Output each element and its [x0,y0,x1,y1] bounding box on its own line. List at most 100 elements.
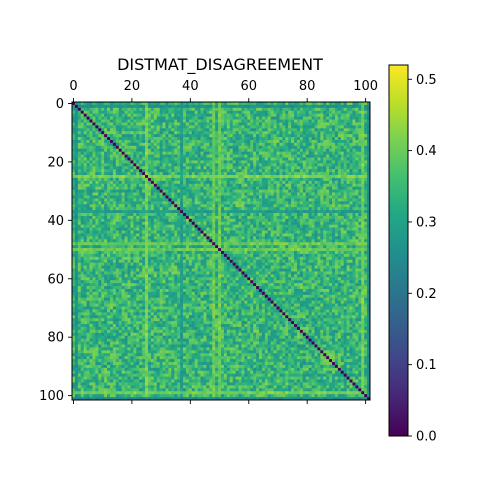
heatmap-cell [221,233,225,237]
heatmap-cell [329,157,333,161]
heatmap-cell [332,113,336,117]
heatmap-cell [247,122,251,126]
heatmap-cell [215,107,219,112]
heatmap-cell [270,160,274,164]
heatmap-cell [264,139,269,144]
heatmap-cell [326,204,330,208]
heatmap-cell [311,201,315,205]
heatmap-cell [273,195,277,199]
heatmap-cell [177,107,181,112]
heatmap-cell [107,233,111,237]
heatmap-cell [326,131,330,135]
heatmap-cell [261,215,266,220]
heatmap-cell [98,242,102,246]
heatmap-cell [203,160,207,164]
heatmap-cell [282,213,286,217]
heatmap-cell [349,218,353,223]
heatmap-cell [139,116,143,120]
heatmap-cell [267,210,272,214]
heatmap-cell [115,122,120,126]
heatmap-cell [156,201,160,205]
heatmap-cell [215,119,219,123]
heatmap-cell [145,145,149,150]
heatmap-cell [183,210,187,214]
heatmap-cell [107,125,111,129]
heatmap-cell [83,137,87,141]
heatmap-cell [147,239,152,243]
heatmap-cell [256,128,260,132]
heatmap-cell [194,166,198,170]
heatmap-cell [229,160,234,164]
heatmap-cell [142,218,146,223]
heatmap-cell [72,227,76,231]
heatmap-cell [121,122,125,126]
heatmap-cell [177,242,181,246]
heatmap-cell [153,137,158,141]
heatmap-cell [317,172,321,176]
heatmap-cell [74,236,79,240]
heatmap-cell [133,224,137,228]
heatmap-cell [139,151,143,155]
heatmap-cell [80,119,85,123]
heatmap-cell [147,148,152,153]
heatmap-cell [150,207,155,211]
heatmap-cell [145,119,149,123]
heatmap-cell [150,213,155,217]
heatmap-cell [253,163,257,167]
heatmap-cell [145,113,149,117]
heatmap-cell [247,125,251,129]
heatmap-cell [349,107,353,112]
heatmap-cell [346,142,350,147]
heatmap-cell [270,163,274,167]
heatmap-cell [279,157,283,161]
heatmap-cell [358,142,362,147]
heatmap-cell [361,116,365,120]
heatmap-cell [183,201,187,205]
heatmap-cell [98,119,102,123]
heatmap-cell [229,142,234,147]
heatmap-cell [337,137,342,141]
heatmap-cell [326,107,330,112]
heatmap-cell [270,157,274,161]
heatmap-cell [299,125,304,129]
heatmap-cell [299,172,304,176]
heatmap-cell [212,157,216,161]
heatmap-cell [115,192,120,196]
heatmap-cell [326,125,330,129]
heatmap-cell [127,204,131,208]
heatmap-cell [92,186,96,190]
heatmap-cell [238,189,242,193]
heatmap-cell [235,119,239,123]
heatmap-cell [188,230,193,234]
heatmap-cell [250,233,254,237]
heatmap-cell [352,186,356,190]
heatmap-cell [147,160,152,164]
heatmap-cell [74,102,79,106]
heatmap-cell [77,142,82,147]
heatmap-cell [156,134,160,138]
heatmap-cell [171,201,175,205]
heatmap-cell [349,151,353,155]
heatmap-cell [145,102,149,106]
heatmap-cell [191,137,196,141]
heatmap-cell [285,233,289,237]
heatmap-cells [72,102,371,401]
heatmap-cell [256,227,260,231]
heatmap-cell [361,142,365,147]
heatmap-cell [145,186,149,190]
heatmap-cell [101,210,105,214]
heatmap-cell [197,163,201,167]
heatmap-cell [209,218,213,223]
heatmap-cell [253,210,257,214]
heatmap-cell [80,186,85,190]
heatmap-cell [308,218,312,223]
heatmap-cell [238,177,242,182]
heatmap-cell [250,113,254,117]
heatmap-cell [142,104,146,109]
heatmap-cell [264,145,269,150]
heatmap-cell [276,210,280,214]
heatmap-cell [311,145,315,150]
heatmap-cell [238,142,242,147]
heatmap-cell [244,172,248,176]
heatmap-cell [92,148,96,153]
